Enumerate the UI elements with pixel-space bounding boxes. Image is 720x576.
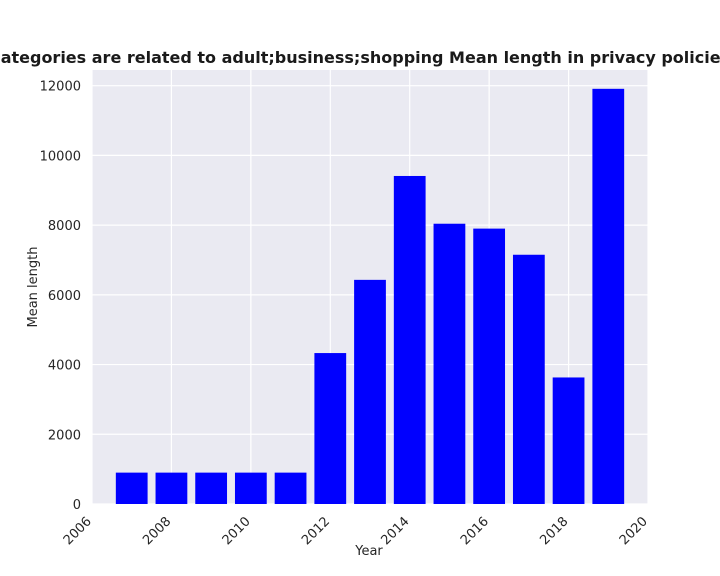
x-tick-label: 2018: [537, 514, 571, 548]
x-tick-label: 2016: [458, 514, 492, 548]
bar-2008: [155, 472, 188, 504]
chart-title: when categories are related to adult;bus…: [0, 48, 720, 67]
x-axis-label: Year: [354, 544, 383, 559]
y-tick-label: 0: [73, 498, 81, 513]
x-tick-label: 2010: [220, 514, 254, 548]
x-tick-label: 2006: [61, 514, 95, 548]
bar-2017: [512, 254, 545, 504]
bar-2007: [115, 472, 148, 504]
bar-2011: [274, 472, 307, 504]
bar-2012: [314, 353, 347, 504]
bar-2015: [433, 223, 466, 505]
y-tick-label: 2000: [48, 428, 81, 443]
bar-2009: [195, 472, 228, 504]
y-axis-label: Mean length: [26, 247, 41, 328]
bar-2013: [354, 279, 386, 504]
y-tick-label: 12000: [40, 80, 81, 95]
bar-2010: [234, 472, 267, 504]
x-tick-label: 2014: [379, 514, 413, 548]
x-tick-label: 2012: [299, 514, 333, 548]
y-axis-ticks: 0 2000 4000 6000 8000 10000 12000: [40, 80, 81, 513]
y-tick-label: 8000: [48, 219, 81, 234]
bars: [115, 88, 625, 505]
y-tick-label: 4000: [48, 359, 81, 374]
y-tick-label: 6000: [48, 289, 81, 304]
bar-2014: [393, 175, 426, 504]
bar-2016: [473, 228, 506, 504]
bar-2019: [592, 88, 625, 504]
x-tick-label: 2020: [617, 514, 651, 548]
bar-2018: [552, 377, 585, 504]
y-tick-label: 10000: [40, 149, 81, 164]
x-tick-label: 2008: [140, 514, 174, 548]
